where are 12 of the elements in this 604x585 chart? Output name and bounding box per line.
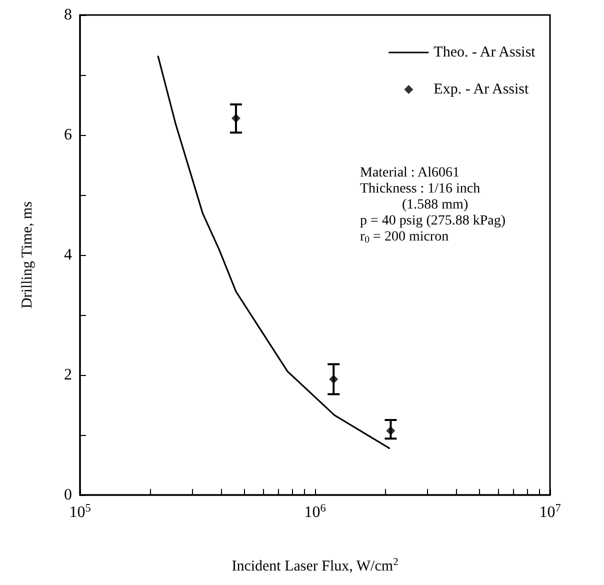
y-tick-label: 6 <box>64 126 72 144</box>
legend-label: Theo. - Ar Assist <box>434 44 536 60</box>
y-tick-label: 4 <box>64 246 72 264</box>
annotation: (1.588 mm) <box>360 198 468 212</box>
y-axis-title: Drilling Time, ms <box>20 201 36 309</box>
annotation: Material : Al6061 <box>360 166 460 180</box>
y-tick-label: 2 <box>64 366 72 384</box>
y-tick-label: 8 <box>64 6 72 24</box>
annotation: p = 40 psig (275.88 kPag) <box>360 214 506 228</box>
annotation: Thickness : 1/16 inch <box>360 182 480 196</box>
legend-label: Exp. - Ar Assist <box>434 82 530 98</box>
y-tick-label: 0 <box>64 486 72 504</box>
